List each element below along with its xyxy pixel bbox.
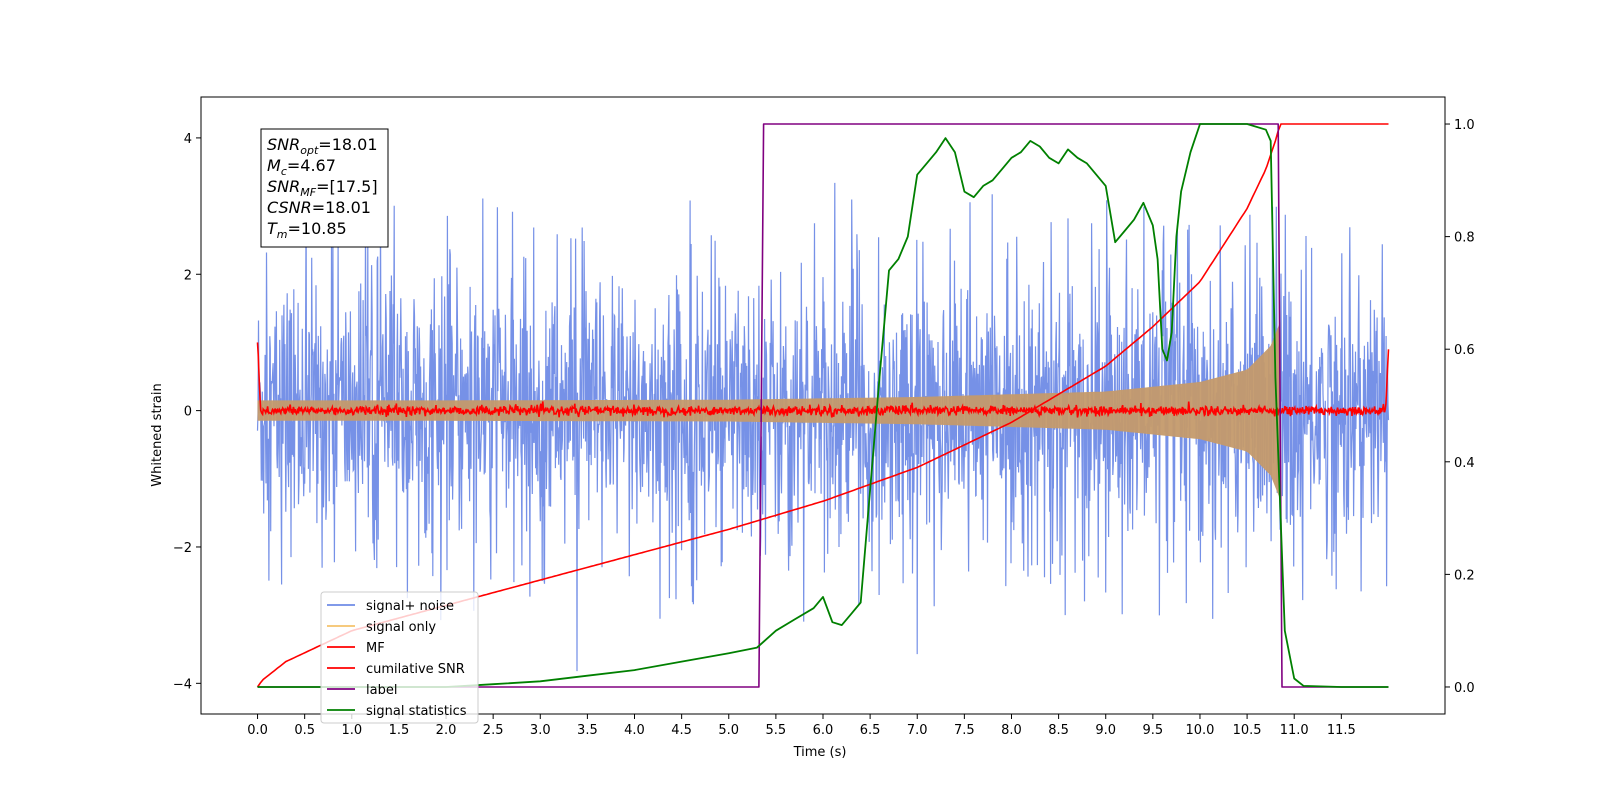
x-tick-label: 4.5: [671, 723, 692, 738]
y-tick-label: −2: [173, 541, 192, 556]
annotation-line: SNRopt=18.01: [267, 135, 378, 157]
x-tick-label: 10.0: [1185, 723, 1214, 738]
y2-tick-label: 0.2: [1454, 568, 1475, 583]
annotation-box: SNRopt=18.01Mc=4.67SNRMF=[17.5]CSNR=18.0…: [260, 128, 389, 248]
series-label: [257, 123, 1389, 688]
y2-tick-label: 1.0: [1454, 118, 1475, 133]
x-tick-label: 0.5: [294, 723, 315, 738]
x-tick-label: 2.0: [436, 723, 457, 738]
series-signal-statistics: [257, 123, 1389, 688]
annotation-line: CSNR=18.01: [267, 198, 371, 217]
y-tick-label: 4: [184, 132, 192, 147]
y-axis-left: −4 −2 0 2 4: [173, 132, 201, 692]
legend: signal+ noise signal only MF cumilative SNR…: [320, 591, 479, 724]
annotation-line: SNRMF=[17.5]: [267, 177, 378, 199]
x-tick-label: 10.5: [1233, 723, 1262, 738]
x-tick-label: 1.0: [341, 723, 362, 738]
x-tick-label: 8.5: [1048, 723, 1069, 738]
x-tick-label: 2.5: [483, 723, 504, 738]
y-tick-label: −4: [173, 677, 192, 692]
x-tick-label: 8.0: [1001, 723, 1022, 738]
x-tick-label: 1.5: [389, 723, 410, 738]
x-tick-label: 11.5: [1327, 723, 1356, 738]
x-tick-label: 7.5: [954, 723, 975, 738]
x-tick-label: 0.0: [247, 723, 268, 738]
y2-tick-label: 0.8: [1454, 231, 1475, 246]
legend-label: signal+ noise: [366, 599, 454, 614]
annotation-line: Mc=4.67: [267, 156, 336, 178]
legend-label: signal only: [366, 620, 436, 635]
y-tick-label: 2: [184, 268, 192, 283]
annotation-frame: [260, 128, 389, 248]
y2-tick-label: 0.6: [1454, 343, 1475, 358]
x-tick-label: 6.0: [813, 723, 834, 738]
legend-label: cumilative SNR: [366, 662, 465, 677]
x-tick-label: 9.5: [1143, 723, 1164, 738]
y-axis-right: 0.0 0.2 0.4 0.6 0.8 1.0: [1445, 118, 1475, 696]
y-axis-label: Whitened strain: [150, 383, 165, 486]
y2-tick-label: 0.4: [1454, 456, 1475, 471]
legend-label: label: [366, 683, 397, 698]
y2-tick-label: 0.0: [1454, 681, 1475, 696]
series-mf: [256, 342, 1390, 419]
x-tick-label: 5.5: [766, 723, 787, 738]
x-axis: 0.0 0.5 1.0 1.5 2.0 2.5 3.0 3.5 4.0 4.5 5.0 5.5 6.0 6…: [247, 714, 1356, 738]
x-tick-label: 3.0: [530, 723, 551, 738]
x-tick-label: 7.0: [907, 723, 928, 738]
annotation-line: Tm=10.85: [267, 219, 347, 241]
x-tick-label: 9.0: [1095, 723, 1116, 738]
legend-label: MF: [366, 641, 385, 656]
legend-frame: [320, 591, 479, 724]
x-axis-label: Time (s): [793, 745, 847, 760]
legend-label: signal statistics: [366, 704, 467, 719]
x-tick-label: 3.5: [577, 723, 598, 738]
x-tick-label: 5.0: [718, 723, 739, 738]
x-tick-label: 11.0: [1280, 723, 1309, 738]
y-tick-label: 0: [184, 405, 192, 420]
x-tick-label: 6.5: [860, 723, 881, 738]
x-tick-label: 4.0: [624, 723, 645, 738]
